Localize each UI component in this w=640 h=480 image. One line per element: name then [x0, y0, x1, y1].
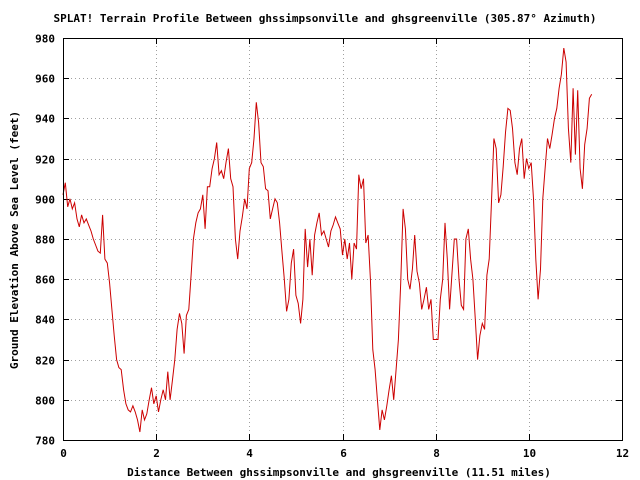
y-axis-label: Ground Elevation Above Sea Level (feet)	[8, 111, 21, 369]
chart-title: SPLAT! Terrain Profile Between ghssimpso…	[53, 12, 596, 25]
y-tick-label: 820	[35, 355, 55, 368]
x-axis-label: Distance Between ghssimpsonville and ghs…	[127, 466, 551, 479]
axis-ticks: 780 800 820 840 860 880 900 920 940 960 980 0 2 4 6 8 10…	[35, 33, 629, 461]
y-tick-label: 800	[35, 395, 55, 408]
x-tick-label: 12	[616, 447, 629, 460]
terrain-profile-line	[62, 48, 593, 433]
x-tick-label: 6	[340, 447, 347, 460]
y-tick-label: 960	[35, 73, 55, 86]
x-tick-label: 2	[153, 447, 160, 460]
x-tick-label: 4	[246, 447, 253, 460]
y-tick-label: 840	[35, 314, 55, 327]
y-tick-label: 900	[35, 194, 55, 207]
y-tick-label: 780	[35, 435, 55, 448]
plot-frame	[63, 38, 623, 441]
x-tick-label: 8	[433, 447, 440, 460]
y-tick-label: 860	[35, 274, 55, 287]
y-tick-label: 980	[35, 33, 55, 46]
grid	[63, 38, 622, 440]
x-tick-label: 0	[60, 447, 67, 460]
y-tick-label: 920	[35, 154, 55, 167]
x-tick-label: 10	[523, 447, 536, 460]
plot-area	[62, 48, 593, 433]
y-tick-label: 940	[35, 113, 55, 126]
y-tick-label: 880	[35, 234, 55, 247]
